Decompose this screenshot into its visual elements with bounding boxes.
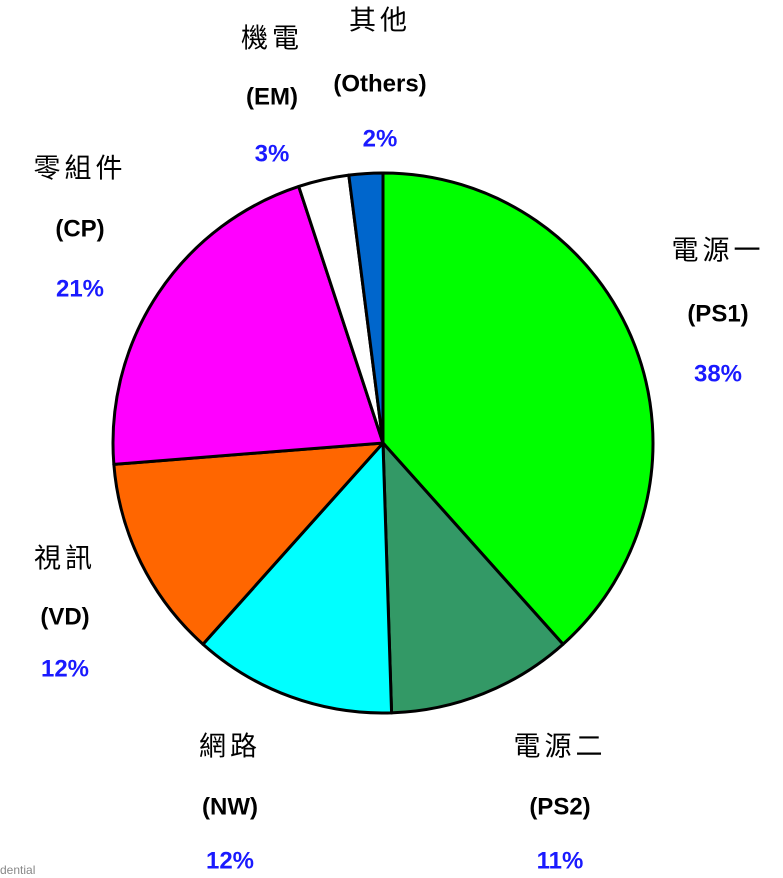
pie-slice: [381, 441, 565, 715]
slice-code: (EM): [246, 83, 298, 110]
slice-code: (VD): [40, 603, 89, 630]
value-label: 12%: [41, 655, 89, 682]
value-label: 3%: [255, 140, 290, 167]
slice-code: (Others): [333, 70, 426, 97]
slice-label: 電源一: [672, 236, 765, 267]
slice-label: 其他: [349, 6, 411, 37]
pie-slice: [111, 184, 385, 466]
slice-code: (PS2): [529, 793, 590, 820]
footer: dential: [0, 863, 35, 877]
value-label: 11%: [537, 847, 584, 874]
slice-code: (CP): [55, 215, 104, 242]
value-label: 2%: [363, 125, 398, 152]
pie-slice: [381, 171, 655, 646]
slice-label: 電源二: [514, 732, 607, 763]
slice-code: (NW): [202, 793, 258, 820]
value-label: 38%: [694, 360, 742, 387]
value-label: 21%: [56, 275, 104, 302]
slice-label: 網路: [199, 732, 261, 763]
slice-code: (PS1): [687, 300, 748, 327]
slice-label: 機電: [241, 24, 303, 55]
pie-slice: [112, 441, 385, 646]
slice-label: 視訊: [34, 544, 96, 575]
pie-slice: [347, 171, 385, 445]
value-label: 12%: [206, 847, 254, 874]
slice-label: 零組件: [34, 154, 127, 185]
pie-slice: [201, 441, 394, 715]
